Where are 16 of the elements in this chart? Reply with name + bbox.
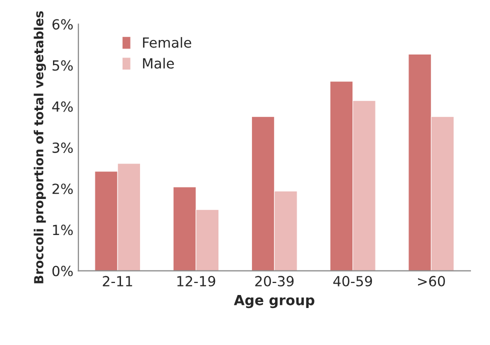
y-axis-title: Broccoli proportion of total vegetables — [34, 11, 46, 284]
legend-label: Male — [143, 58, 174, 69]
x-tick-label: >60 — [418, 276, 445, 286]
y-tick-label: 6% — [52, 19, 73, 30]
y-tick-label: 5% — [52, 60, 73, 71]
x-axis-title: Age group — [234, 295, 314, 308]
x-tick-label: 20-39 — [255, 276, 294, 286]
x-tick-label: 2-11 — [102, 276, 132, 286]
x-tick-label: 40-59 — [333, 276, 372, 286]
x-tick-label: 12-19 — [177, 276, 216, 286]
y-tick-label: 0% — [52, 266, 73, 276]
y-tick-label: 3% — [52, 142, 73, 153]
y-tick-label: 2% — [52, 184, 73, 194]
y-tick-label: 1% — [53, 224, 73, 236]
legend-label: Female — [143, 37, 192, 48]
y-tick-label: 4% — [52, 101, 73, 112]
